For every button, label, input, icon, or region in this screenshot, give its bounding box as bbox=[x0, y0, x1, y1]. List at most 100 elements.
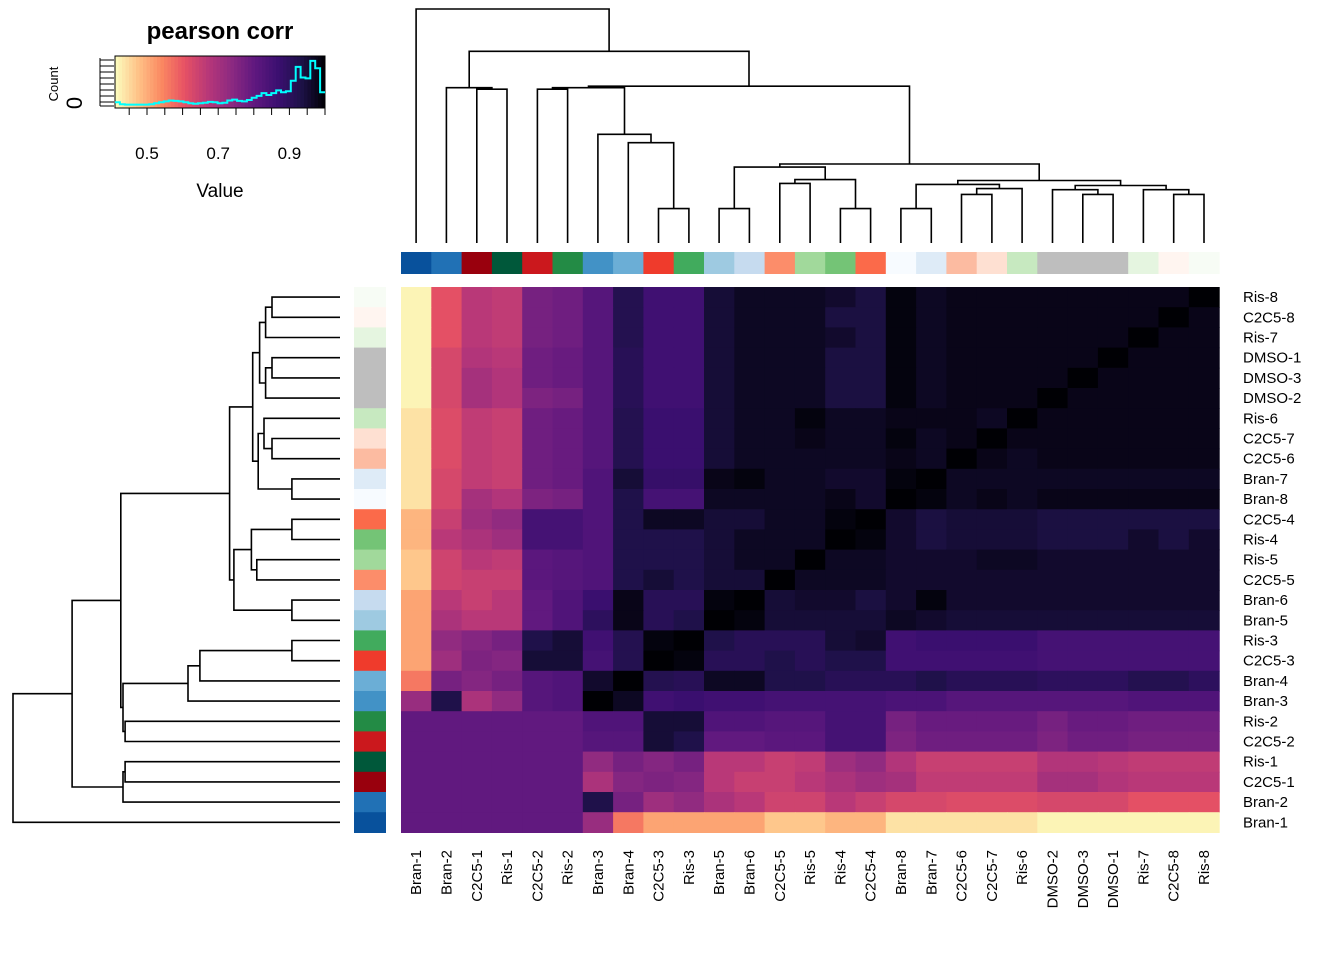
heatmap-cell bbox=[1097, 670, 1129, 692]
heatmap-cell bbox=[916, 590, 947, 611]
heatmap-cell bbox=[855, 428, 887, 450]
heatmap-cell bbox=[401, 691, 432, 712]
key-gradient-step bbox=[132, 56, 137, 108]
heatmap-cell bbox=[613, 388, 644, 409]
key-gradient-step bbox=[293, 56, 298, 108]
heatmap-cell bbox=[916, 307, 947, 328]
key-gradient-step bbox=[136, 56, 140, 108]
heatmap-cell bbox=[643, 468, 675, 490]
dendrogram-branch bbox=[839, 207, 872, 243]
column-color-swatch bbox=[734, 252, 766, 274]
heatmap-cell bbox=[461, 670, 493, 692]
heatmap-cell bbox=[552, 428, 584, 450]
dendrogram-branch bbox=[597, 133, 652, 243]
heatmap-cell bbox=[794, 287, 826, 308]
heatmap-cell bbox=[1097, 509, 1129, 530]
heatmap-cell bbox=[582, 307, 614, 328]
heatmap-cell bbox=[734, 489, 766, 510]
heatmap-cell bbox=[582, 489, 614, 510]
heatmap-cell bbox=[1097, 650, 1129, 672]
heatmap-cell bbox=[522, 610, 554, 631]
heatmap-cell bbox=[704, 610, 735, 631]
heatmap-cell bbox=[1097, 468, 1129, 490]
heatmap-cell bbox=[1037, 347, 1069, 369]
heatmap-cell bbox=[734, 367, 766, 389]
heatmap-cell bbox=[1067, 691, 1099, 712]
heatmap-cell bbox=[491, 792, 523, 813]
heatmap-cell bbox=[734, 549, 766, 571]
heatmap-cell bbox=[1128, 287, 1160, 308]
heatmap-cell bbox=[491, 408, 523, 429]
dendrogram-branch bbox=[445, 86, 493, 243]
heatmap-cell bbox=[461, 388, 493, 409]
heatmap-cell bbox=[734, 691, 766, 712]
heatmap-cell bbox=[643, 691, 675, 712]
heatmap-cell bbox=[643, 751, 675, 773]
heatmap-cell bbox=[673, 711, 705, 732]
key-gradient-step bbox=[192, 56, 196, 108]
heatmap-cell bbox=[582, 792, 614, 813]
heatmap-cell bbox=[491, 731, 523, 753]
heatmap-cell bbox=[491, 751, 523, 773]
heatmap-cell bbox=[1007, 468, 1038, 490]
column-label: Ris-6 bbox=[1014, 850, 1031, 885]
heatmap-cell bbox=[461, 448, 493, 470]
heatmap-cell bbox=[1188, 590, 1220, 611]
dendrogram-branch bbox=[263, 417, 340, 450]
heatmap-cell bbox=[1128, 428, 1160, 450]
heatmap-cell bbox=[764, 610, 796, 631]
heatmap-cell bbox=[673, 569, 705, 591]
heatmap-cell bbox=[704, 388, 735, 409]
key-gradient bbox=[115, 56, 326, 108]
heatmap-cell bbox=[946, 610, 978, 631]
row-color-swatch bbox=[354, 307, 386, 328]
heatmap-cell bbox=[431, 367, 463, 389]
heatmap-cell bbox=[825, 630, 857, 652]
heatmap-cell bbox=[885, 287, 917, 308]
row-label: Ris-1 bbox=[1243, 754, 1278, 771]
heatmap-cell bbox=[491, 428, 523, 450]
dendrogram-branch bbox=[228, 406, 253, 581]
heatmap-cell bbox=[764, 347, 796, 369]
heatmap-cell bbox=[582, 367, 614, 389]
heatmap-cell bbox=[431, 549, 463, 571]
heatmap-cell bbox=[976, 549, 1008, 571]
heatmap-cell bbox=[552, 630, 584, 652]
heatmap-cell bbox=[431, 812, 463, 833]
heatmap-cell bbox=[643, 408, 675, 429]
heatmap-cell bbox=[794, 489, 826, 510]
key-gradient-step bbox=[276, 56, 280, 108]
heatmap-cell bbox=[582, 650, 614, 672]
heatmap-cell bbox=[1097, 388, 1129, 409]
dendrogram-branch bbox=[271, 356, 340, 379]
key-gradient-step bbox=[153, 56, 158, 108]
heatmap-cell bbox=[764, 590, 796, 611]
heatmap-cell bbox=[825, 388, 857, 409]
dendrogram-branch bbox=[291, 478, 340, 500]
heatmap-cell bbox=[1128, 408, 1160, 429]
heatmap-cell bbox=[1037, 650, 1069, 672]
heatmap-cell bbox=[704, 751, 735, 773]
row-labels: Ris-8 C2C5-8 Ris-7 DMSO-1 DMSO-3 DMSO-2 Ris-6 C… bbox=[1243, 289, 1301, 831]
heatmap-cell bbox=[613, 448, 644, 470]
dendrogram-branch bbox=[122, 682, 188, 733]
column-label: C2C5-5 bbox=[772, 850, 789, 902]
row-color-swatch bbox=[354, 529, 386, 551]
heatmap-cell bbox=[734, 569, 766, 591]
heatmap-cell bbox=[1097, 287, 1129, 308]
heatmap-cell bbox=[1158, 428, 1190, 450]
row-label: DMSO-2 bbox=[1243, 390, 1301, 407]
heatmap-cell bbox=[946, 509, 978, 530]
heatmap-cell bbox=[1067, 509, 1099, 530]
heatmap-cell bbox=[976, 771, 1008, 793]
heatmap-cell bbox=[431, 428, 463, 450]
key-gradient-step bbox=[230, 56, 235, 108]
heatmap-cell bbox=[764, 630, 796, 652]
heatmap-cell bbox=[946, 367, 978, 389]
heatmap-cell bbox=[673, 792, 705, 813]
heatmap-cell bbox=[946, 670, 978, 692]
heatmap-cell bbox=[734, 610, 766, 631]
heatmap-cell bbox=[1188, 307, 1220, 328]
column-label: C2C5-7 bbox=[984, 850, 1001, 902]
